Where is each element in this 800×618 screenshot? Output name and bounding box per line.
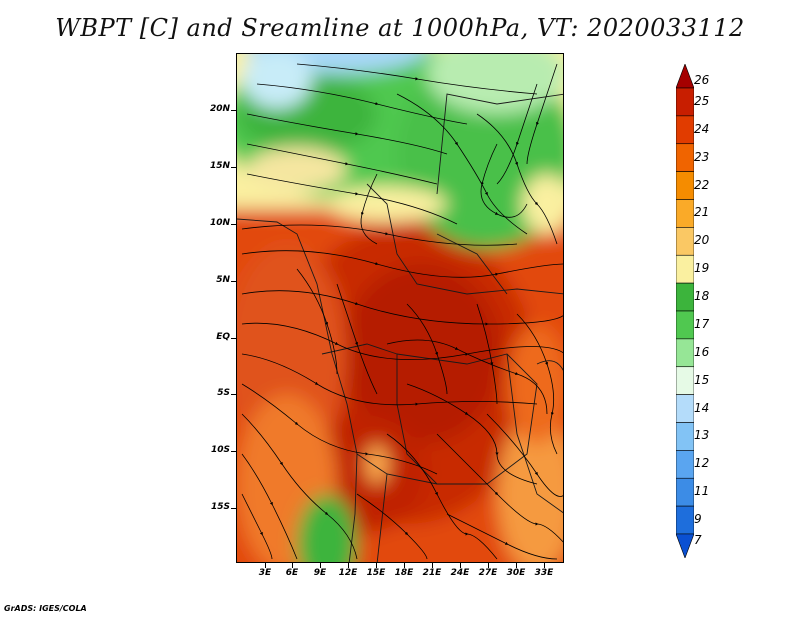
colorbar-segment xyxy=(676,115,694,145)
colorbar-label: 15 xyxy=(694,372,710,387)
lon-tick xyxy=(544,563,545,568)
lat-label: 15S xyxy=(210,502,230,512)
lat-tick xyxy=(231,281,236,282)
colorbar-label: 25 xyxy=(694,93,710,108)
lon-label: 15E xyxy=(366,568,386,578)
colorbar-label: 20 xyxy=(694,233,710,248)
lat-label: 10N xyxy=(209,218,230,228)
lat-label: 10S xyxy=(210,445,230,455)
lon-tick xyxy=(404,563,405,568)
lat-label: 5N xyxy=(216,275,230,285)
lon-tick xyxy=(488,563,489,568)
colorbar xyxy=(676,64,694,558)
colorbar-segment xyxy=(676,254,694,284)
lon-label: 27E xyxy=(478,568,498,578)
lon-label: 33E xyxy=(534,568,554,578)
colorbar-label: 9 xyxy=(694,512,702,527)
lon-label: 9E xyxy=(313,568,327,578)
colorbar-label: 13 xyxy=(694,428,710,443)
colorbar-label: 12 xyxy=(694,456,710,471)
colorbar-segment xyxy=(676,171,694,200)
lat-label: 5S xyxy=(217,388,230,398)
lon-label: 18E xyxy=(394,568,414,578)
lon-label: 24E xyxy=(450,568,470,578)
lon-tick xyxy=(516,563,517,568)
colorbar-segment xyxy=(676,366,694,395)
colorbar-segment xyxy=(676,64,694,89)
map-svg xyxy=(237,54,563,562)
colorbar-segment xyxy=(676,199,694,228)
colorbar-segment xyxy=(676,310,694,340)
colorbar-label: 17 xyxy=(694,316,710,331)
colorbar-segment xyxy=(676,477,694,507)
lon-label: 6E xyxy=(285,568,299,578)
colorbar-label: 14 xyxy=(694,400,710,415)
lon-tick xyxy=(320,563,321,568)
colorbar-label: 16 xyxy=(694,344,710,359)
lon-tick xyxy=(292,563,293,568)
lat-tick xyxy=(231,508,236,509)
colorbar-label: 21 xyxy=(694,205,710,220)
lon-tick xyxy=(348,563,349,568)
colorbar-label: 18 xyxy=(694,289,710,304)
colorbar-label: 19 xyxy=(694,261,710,276)
colorbar-label: 11 xyxy=(694,484,710,499)
lon-tick xyxy=(376,563,377,568)
temperature-field xyxy=(237,54,563,562)
map-title: WBPT [C] and Sreamline at 1000hPa, VT: 2… xyxy=(55,14,745,42)
colorbar-label: 7 xyxy=(694,533,702,548)
colorbar-label: 22 xyxy=(694,177,710,192)
colorbar-segment xyxy=(676,394,694,423)
colorbar-segment xyxy=(676,505,694,535)
lon-tick xyxy=(460,563,461,568)
colorbar-label: 23 xyxy=(694,149,710,164)
lat-tick xyxy=(231,224,236,225)
lat-tick xyxy=(231,394,236,395)
grads-credit: GrADS: IGES/COLA xyxy=(4,604,87,613)
lon-label: 12E xyxy=(338,568,358,578)
colorbar-segment xyxy=(676,450,694,479)
colorbar-segment xyxy=(676,87,694,117)
lon-tick xyxy=(432,563,433,568)
lat-tick xyxy=(231,451,236,452)
lat-tick xyxy=(231,338,236,339)
streamlines xyxy=(241,63,563,560)
lat-label: 15N xyxy=(209,161,230,171)
colorbar-segment xyxy=(676,143,694,172)
colorbar-segment xyxy=(676,422,694,451)
colorbar-segment xyxy=(676,227,694,256)
colorbar-segment xyxy=(676,282,694,312)
lon-label: 30E xyxy=(506,568,526,578)
colorbar-label: 24 xyxy=(694,121,710,136)
colorbar-label: 26 xyxy=(694,72,710,87)
lon-tick xyxy=(265,563,266,568)
lat-tick xyxy=(231,167,236,168)
lon-label: 3E xyxy=(258,568,272,578)
colorbar-segment xyxy=(676,338,694,368)
wbpt-streamline-map xyxy=(236,53,564,563)
lon-label: 21E xyxy=(422,568,442,578)
lat-tick xyxy=(231,110,236,111)
lat-label: 20N xyxy=(209,104,230,114)
colorbar-segment xyxy=(676,533,694,558)
lat-label: EQ xyxy=(216,332,230,342)
